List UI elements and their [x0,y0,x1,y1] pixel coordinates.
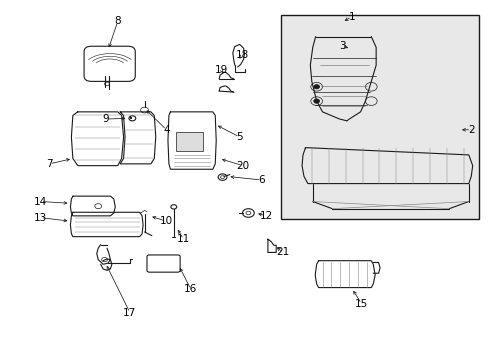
Text: 2: 2 [467,125,473,135]
Text: 5: 5 [236,132,243,142]
Text: 9: 9 [102,114,109,124]
Text: 19: 19 [214,64,227,75]
Text: 16: 16 [184,284,197,294]
Circle shape [313,85,319,89]
Text: 12: 12 [259,211,272,221]
Text: 7: 7 [46,159,53,169]
FancyBboxPatch shape [84,46,135,81]
Text: 14: 14 [34,197,47,207]
Text: 4: 4 [163,125,169,135]
Text: 3: 3 [338,41,345,50]
Text: 21: 21 [275,247,288,257]
Text: 17: 17 [123,308,136,318]
FancyBboxPatch shape [147,255,180,272]
Text: 6: 6 [258,175,264,185]
Text: 18: 18 [235,50,248,60]
Text: 1: 1 [348,12,354,22]
Text: 8: 8 [114,17,121,27]
Text: 10: 10 [160,216,173,226]
Text: 15: 15 [354,299,367,309]
Bar [281,15,478,220]
Bar [176,132,203,151]
Text: 20: 20 [236,161,249,171]
Text: 11: 11 [177,234,190,244]
Circle shape [313,99,319,103]
Text: 13: 13 [34,213,47,222]
